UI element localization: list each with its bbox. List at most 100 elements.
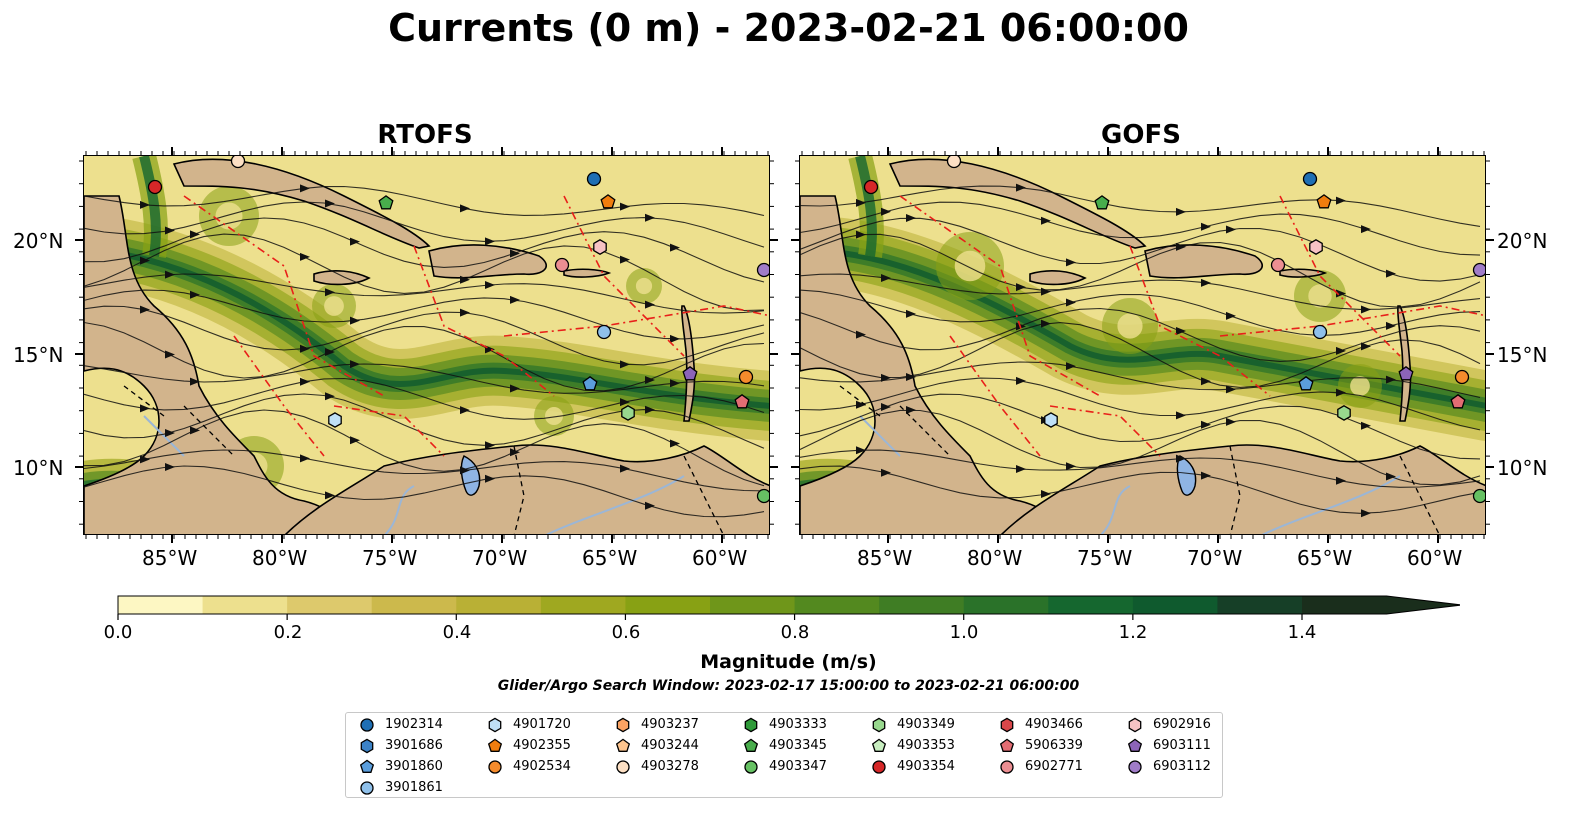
float-marker-1902314[interactable] — [1302, 171, 1318, 187]
river — [545, 475, 685, 534]
streamline-arrow — [856, 400, 866, 409]
river — [384, 485, 415, 534]
float-marker-4903349[interactable] — [621, 405, 635, 421]
legend-marker — [1127, 738, 1143, 752]
float-marker-6902771[interactable] — [554, 257, 570, 273]
streamline — [84, 217, 765, 283]
float-marker-4903347[interactable] — [756, 488, 771, 504]
streamline-arrow — [510, 295, 520, 304]
float-marker-4901720[interactable] — [328, 412, 342, 428]
streamline-arrow — [1336, 346, 1346, 355]
streamline-arrow — [906, 309, 916, 318]
legend-marker — [744, 717, 758, 733]
streamline-arrow — [325, 199, 335, 208]
streamline-arrow — [1201, 222, 1211, 231]
colorbar — [117, 595, 1460, 620]
streamline-arrow — [300, 344, 310, 353]
float-marker-4902534[interactable] — [1454, 369, 1470, 385]
streamline-arrow — [300, 377, 310, 386]
streamline-arrow — [1176, 327, 1186, 336]
streamline-arrow — [1336, 196, 1346, 205]
streamline-arrow — [1176, 411, 1186, 420]
streamline-arrow — [325, 347, 335, 356]
streamline-arrow — [906, 373, 916, 382]
streamline-arrow — [325, 288, 335, 297]
float-marker-3901861[interactable] — [1312, 324, 1328, 340]
legend-marker-pentagon-icon — [359, 759, 375, 773]
float-marker-4903347[interactable] — [1472, 488, 1487, 504]
float-marker-4903278[interactable] — [946, 156, 962, 169]
streamline-arrow — [190, 426, 200, 435]
float-marker-6903111[interactable] — [682, 365, 698, 381]
streamline-arrow — [460, 308, 470, 317]
streamline-arrow — [881, 274, 891, 283]
float-marker-1902314[interactable] — [586, 171, 602, 187]
streamline-arrow — [1176, 242, 1186, 251]
float-marker-4903349[interactable] — [1337, 405, 1351, 421]
legend-marker — [488, 717, 502, 733]
streamline-arrow — [485, 441, 495, 450]
legend-label: 4903353 — [897, 738, 955, 753]
colorbar-segment — [794, 596, 880, 614]
float-marker-6903111[interactable] — [1398, 365, 1414, 381]
float-marker-5906339[interactable] — [734, 393, 750, 409]
float-marker-4903354[interactable] — [147, 179, 163, 195]
streamline-arrow — [1016, 322, 1026, 331]
float-marker-6902916[interactable] — [1309, 239, 1323, 255]
streamline-arrow — [350, 316, 360, 325]
float-marker-6903112[interactable] — [756, 262, 771, 278]
map-panel-gofs[interactable] — [799, 155, 1486, 535]
streamline — [800, 307, 1481, 362]
lake — [1176, 455, 1197, 496]
float-marker-4902355[interactable] — [600, 194, 616, 209]
lon-label-65w-gofs: 65°W — [1297, 546, 1353, 570]
float-marker-6902916[interactable] — [593, 239, 607, 255]
colorbar-segment — [118, 596, 204, 614]
eez-boundary — [949, 335, 1041, 457]
streamline-arrow — [350, 436, 360, 445]
eez-boundary — [183, 195, 385, 397]
legend-marker-circle-icon — [616, 760, 630, 774]
streamline — [800, 233, 1481, 308]
float-marker-5906339[interactable] — [1450, 393, 1466, 409]
lon-label-60w-rtofs: 60°W — [692, 546, 748, 570]
float-marker-4903345[interactable] — [378, 195, 394, 210]
streamline — [84, 449, 765, 492]
map-panel-rtofs[interactable] — [83, 155, 770, 535]
float-marker-3901860[interactable] — [1298, 375, 1314, 391]
float-marker-6902771[interactable] — [1270, 257, 1286, 273]
float-marker-4903278[interactable] — [230, 156, 246, 169]
float-marker-3901860[interactable] — [582, 375, 598, 391]
float-marker-6903112[interactable] — [1472, 262, 1487, 278]
legend-label: 6903112 — [1153, 759, 1211, 774]
legend-marker-hexagon-icon — [744, 717, 758, 733]
streamline-arrow — [1016, 376, 1026, 385]
lon-label-80w-gofs: 80°W — [967, 546, 1023, 570]
float-marker-3901861[interactable] — [596, 324, 612, 340]
legend-marker — [615, 738, 631, 752]
legend-marker-hexagon-icon — [1128, 717, 1142, 733]
eez-boundary — [563, 195, 685, 357]
country-border — [683, 455, 724, 534]
eddy-core — [324, 296, 344, 316]
eddy-core — [545, 407, 563, 425]
land-mass — [1144, 244, 1263, 279]
float-marker-4902534[interactable] — [738, 369, 754, 385]
streamline-arrow — [1041, 287, 1051, 296]
land-mass — [172, 158, 431, 249]
lat-label-10n-right: 10°N — [1497, 456, 1548, 480]
streamline-arrow — [620, 202, 630, 211]
streamline — [800, 377, 1481, 431]
float-marker-4903345[interactable] — [1094, 195, 1110, 210]
colorbar-segment — [710, 596, 796, 614]
float-marker-4903354[interactable] — [863, 179, 879, 195]
streamline-arrow — [1176, 207, 1186, 216]
float-marker-4902355[interactable] — [1316, 194, 1332, 209]
streamline-arrow — [645, 405, 655, 414]
float-marker-4901720[interactable] — [1044, 412, 1058, 428]
legend-marker-pentagon-icon — [743, 738, 759, 752]
legend-marker — [1128, 717, 1142, 733]
colorbar-segment — [202, 596, 288, 614]
lon-label-65w-rtofs: 65°W — [582, 546, 638, 570]
streamline-arrow — [645, 300, 655, 309]
